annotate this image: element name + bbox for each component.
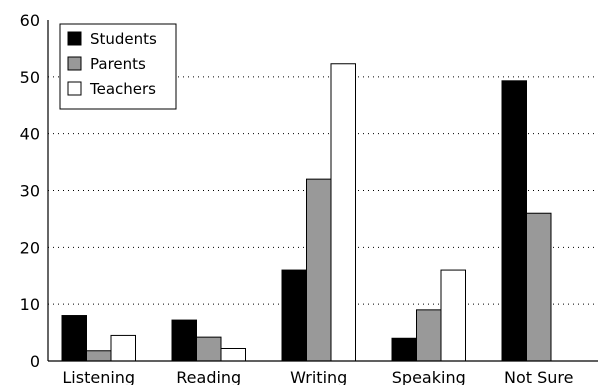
y-tick-labels: 0 10 20 30 40 50 60 [20, 11, 40, 371]
x-tick-label: Listening [62, 368, 135, 385]
y-tick-label: 60 [20, 11, 40, 30]
legend-swatch-students [67, 31, 82, 46]
x-tick-label: Reading [176, 368, 241, 385]
bars [61, 63, 552, 362]
x-tick-label: Speaking [392, 368, 466, 385]
axes [47, 20, 598, 362]
x-tick-labels: Listening Reading Writing Speaking Not Sure [62, 368, 573, 385]
bar-students-not-sure [501, 80, 527, 362]
bar-parents-writing [306, 178, 332, 362]
y-tick-label: 30 [20, 182, 40, 201]
legend-swatch-teachers [67, 81, 82, 96]
bar-teachers-speaking [440, 269, 466, 362]
bar-parents-speaking [416, 309, 442, 362]
bar-teachers-reading [220, 347, 246, 362]
bar-parents-listening [86, 350, 112, 362]
y-tick-label: 40 [20, 125, 40, 144]
legend: Students Parents Teachers [59, 23, 177, 110]
bar-parents-reading [196, 336, 222, 362]
y-tick-label: 20 [20, 238, 40, 257]
x-tick-label: Writing [290, 368, 347, 385]
bar-parents-not-sure [526, 212, 552, 362]
legend-label-teachers: Teachers [89, 80, 156, 98]
bar-teachers-listening [110, 334, 136, 362]
bar-students-reading [171, 319, 197, 362]
y-tick-label: 10 [20, 295, 40, 314]
bar-students-listening [61, 315, 87, 362]
y-tick-label: 50 [20, 68, 40, 87]
y-tick-label: 0 [30, 352, 40, 371]
legend-label-students: Students [90, 30, 157, 48]
x-tick-label: Not Sure [504, 368, 573, 385]
bar-students-speaking [391, 337, 417, 362]
legend-label-parents: Parents [90, 55, 146, 73]
bar-teachers-writing [330, 63, 356, 362]
bar-students-writing [281, 269, 307, 362]
legend-swatch-parents [67, 56, 82, 71]
